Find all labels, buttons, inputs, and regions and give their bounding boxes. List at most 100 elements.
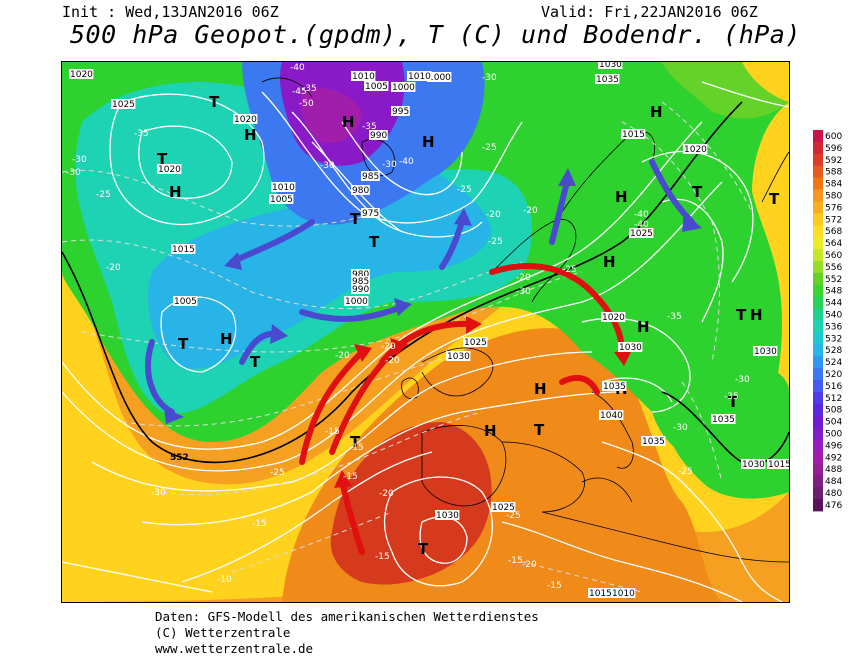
isotherm-label: -20 — [385, 356, 400, 366]
isobar-label: 985 — [352, 277, 369, 287]
high-marker: H — [615, 188, 628, 206]
scale-label: 580 — [825, 192, 842, 202]
low-marker: T — [369, 233, 380, 251]
isobar-label: 1030 — [742, 460, 765, 470]
footer-url: www.wetterzentrale.de — [155, 641, 314, 656]
scale-label: 532 — [825, 334, 842, 344]
high-marker: H — [637, 318, 650, 336]
scale-label: 528 — [825, 346, 842, 356]
high-marker: H — [603, 253, 616, 271]
isotherm-label: -25 — [457, 185, 472, 195]
isobar-label: 1030 — [599, 62, 622, 70]
scale-label: 576 — [825, 203, 842, 213]
isobar-label: 990 — [370, 131, 387, 141]
scale-label: 552 — [825, 275, 842, 285]
high-marker: H — [220, 330, 233, 348]
isotherm-label: -15 — [349, 443, 364, 453]
isotherm-label: -30 — [72, 155, 87, 165]
init-time: Init : Wed,13JAN2016 06Z — [62, 3, 279, 21]
scale-label: 524 — [825, 358, 842, 368]
isotherm-label: -20 — [335, 351, 350, 361]
isotherm-label: -20 — [516, 273, 531, 283]
scale-label: 592 — [825, 156, 842, 166]
isobar-label: 1035 — [712, 415, 735, 425]
isotherm-label: -20 — [523, 206, 538, 216]
scale-label: 504 — [825, 418, 842, 428]
scale-label: 544 — [825, 299, 842, 309]
isotherm-label: -30 — [151, 488, 166, 498]
isobar-label: 980 — [352, 186, 369, 196]
scale-label: 564 — [825, 239, 842, 249]
isobar-label: 1010 — [352, 72, 375, 82]
scale-label: 516 — [825, 382, 842, 392]
isobar-label: 975 — [362, 209, 379, 219]
scale-label: 512 — [825, 394, 842, 404]
scale-swatch — [813, 320, 823, 333]
scale-label: 480 — [825, 489, 842, 499]
isotherm-label: -30 — [482, 73, 497, 83]
scale-swatch — [813, 391, 823, 405]
high-marker: H — [484, 422, 497, 440]
map-canvas: H H H H H H H H H H H H H T T T T T T T … — [62, 62, 789, 602]
isotherm-label: -25 — [96, 190, 111, 200]
isobar-label: 990 — [352, 285, 369, 295]
scale-label: 484 — [825, 477, 842, 487]
scale-swatch — [813, 189, 823, 202]
scale-swatch — [813, 380, 823, 393]
isotherm-label: -35 — [362, 122, 377, 132]
low-marker: T — [692, 183, 703, 201]
isotherm-label: -30 — [516, 287, 531, 297]
low-marker: T — [350, 210, 361, 228]
isobar-label: 1015 — [589, 589, 612, 599]
high-marker: H — [422, 133, 435, 151]
isobar-label: 1010 — [272, 183, 295, 193]
high-pressure-markers: H H H H H H H H H H H H H — [169, 103, 763, 440]
isobar-label: 1005 — [174, 297, 197, 307]
high-marker: H — [750, 306, 763, 324]
isotherm-label: -40 — [634, 210, 649, 220]
isobar-label: 1025 — [112, 100, 135, 110]
isotherm-label: -35 — [134, 129, 149, 139]
scale-swatch — [813, 165, 823, 179]
isobar-label: 1035 — [596, 75, 619, 85]
color-scale: 600 596 592 588 584 580 576 572 568 564 560 556 552 5… — [812, 130, 850, 530]
scale-swatch — [813, 249, 823, 262]
contour-label: 552 — [170, 453, 189, 463]
isobar-label: 1020 — [602, 313, 625, 323]
scale-label: 476 — [825, 501, 842, 511]
scale-label: 600 — [825, 132, 842, 142]
isotherm-label: -30 — [735, 375, 750, 385]
isobar-label: 1010 — [408, 72, 431, 82]
isobar-label: 1025 — [630, 229, 653, 239]
isobar-label: 1020 — [234, 115, 257, 125]
scale-label: 488 — [825, 465, 842, 475]
weather-map: H H H H H H H H H H H H H T T T T T T T … — [61, 61, 790, 603]
isobar-label: 1020 — [684, 145, 707, 155]
isotherm-label: -35 — [724, 392, 739, 402]
isobar-label: 1005 — [270, 195, 293, 205]
isotherm-label: -25 — [678, 467, 693, 477]
isobar-label: 1010 — [612, 589, 635, 599]
isotherm-label: -15 — [252, 519, 267, 529]
isobar-label: 1005 — [365, 82, 388, 92]
isobar-label: 1000 — [345, 297, 368, 307]
low-marker: T — [178, 335, 189, 353]
scale-swatch — [813, 237, 823, 250]
high-marker: H — [244, 126, 257, 144]
scale-label: 508 — [825, 406, 842, 416]
isobar-label: 1030 — [754, 347, 777, 357]
isobar-label: 1000 — [392, 83, 415, 93]
scale-swatch — [813, 403, 823, 417]
scale-swatch — [813, 427, 823, 440]
valid-time: Valid: Fri,22JAN2016 06Z — [541, 3, 758, 21]
scale-label: 496 — [825, 441, 842, 451]
map-title: 500 hPa Geopot.(gpdm), T (C) und Bodendr… — [70, 20, 801, 49]
scale-swatch — [813, 487, 823, 500]
scale-swatch — [813, 272, 823, 286]
isotherm-label: -45 — [292, 87, 307, 97]
scale-label: 560 — [825, 251, 842, 261]
isotherm-label: -20 — [486, 210, 501, 220]
scale-swatch — [813, 130, 823, 143]
